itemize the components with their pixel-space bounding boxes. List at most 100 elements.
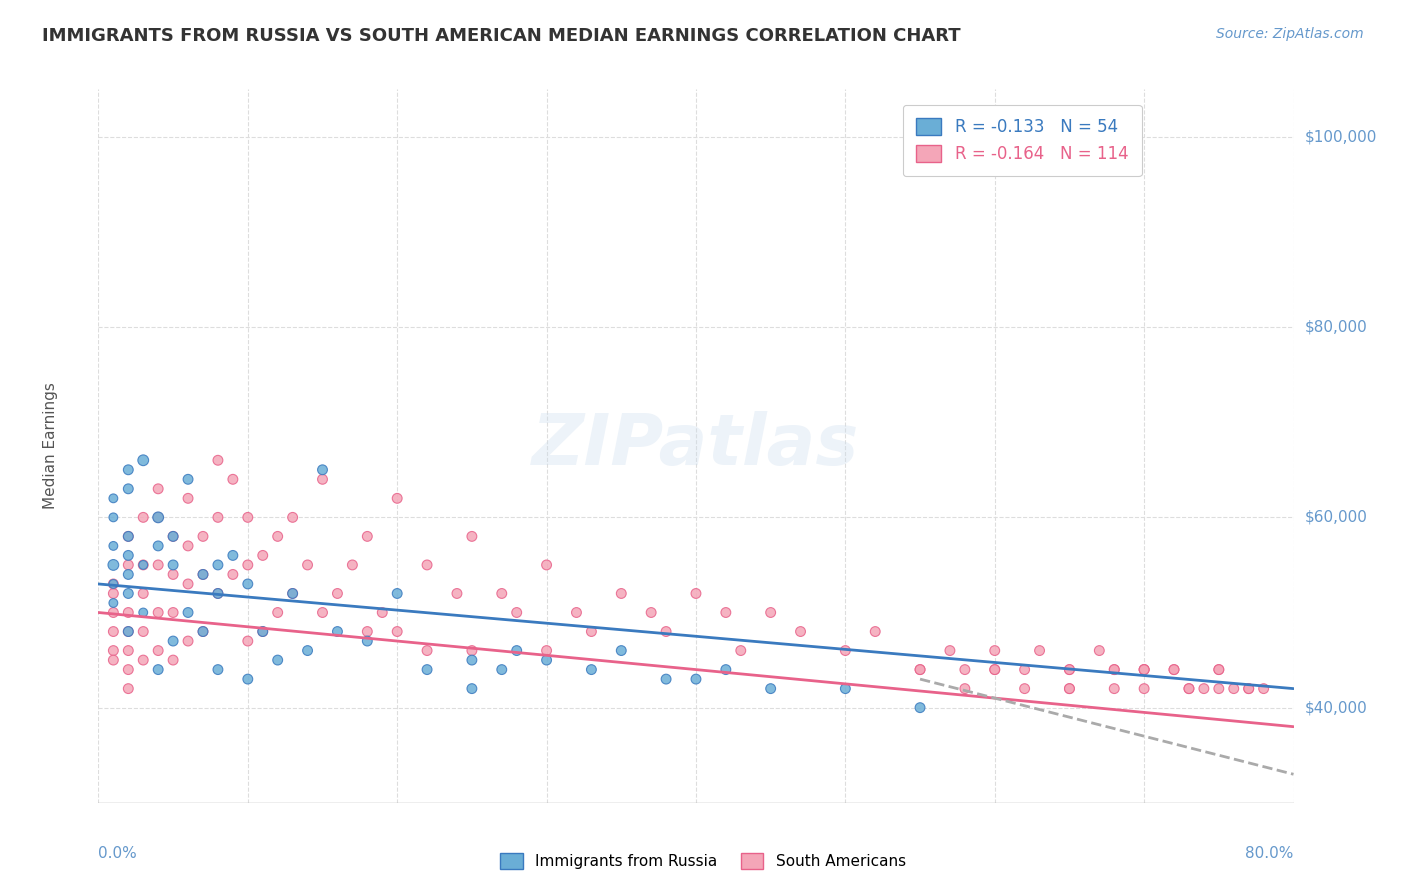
Point (117, 549, 139, 563)
Point (148, 539, 170, 553)
Point (132, 558, 155, 572)
Text: $60,000: $60,000 (1305, 510, 1368, 524)
Point (162, 567, 184, 582)
Point (1028, 643, 1050, 657)
Point (1223, 681, 1246, 696)
Point (385, 624, 409, 639)
Point (536, 558, 558, 572)
Point (984, 663, 1007, 677)
Text: IMMIGRANTS FROM RUSSIA VS SOUTH AMERICAN MEDIAN EARNINGS CORRELATION CHART: IMMIGRANTS FROM RUSSIA VS SOUTH AMERICAN… (42, 27, 960, 45)
Point (191, 624, 214, 639)
Point (267, 653, 290, 667)
Point (207, 663, 229, 677)
Text: 80.0%: 80.0% (1246, 846, 1294, 861)
Point (117, 624, 139, 639)
Point (834, 681, 856, 696)
Point (1133, 663, 1156, 677)
Point (908, 700, 931, 714)
Text: Median Earnings: Median Earnings (44, 383, 58, 509)
Point (461, 643, 484, 657)
Point (132, 453, 155, 467)
Point (162, 653, 184, 667)
Point (267, 606, 290, 620)
Point (1133, 663, 1156, 677)
Point (117, 482, 139, 496)
Point (908, 663, 931, 677)
Point (461, 653, 484, 667)
Point (506, 643, 529, 657)
Point (162, 606, 184, 620)
Point (446, 586, 468, 600)
Point (610, 643, 633, 657)
Point (117, 558, 139, 572)
Point (297, 643, 319, 657)
Point (1059, 681, 1081, 696)
Point (191, 567, 214, 582)
Point (177, 577, 200, 591)
Point (148, 643, 170, 657)
Point (207, 510, 229, 524)
Point (222, 549, 245, 563)
Point (610, 586, 633, 600)
Point (1104, 663, 1126, 677)
Point (1104, 681, 1126, 696)
Point (162, 529, 184, 543)
Point (132, 653, 155, 667)
Point (252, 549, 274, 563)
Point (1133, 663, 1156, 677)
Point (371, 606, 394, 620)
Point (640, 606, 662, 620)
Point (655, 624, 678, 639)
Point (148, 606, 170, 620)
Point (132, 624, 155, 639)
Legend: Immigrants from Russia, South Americans: Immigrants from Russia, South Americans (494, 847, 912, 875)
Point (132, 586, 155, 600)
Point (281, 586, 304, 600)
Point (506, 606, 529, 620)
Point (1178, 681, 1201, 696)
Point (1192, 681, 1215, 696)
Point (236, 672, 259, 686)
Point (416, 663, 439, 677)
Point (1088, 643, 1111, 657)
Point (191, 624, 214, 639)
Text: 0.0%: 0.0% (98, 846, 138, 861)
Point (132, 606, 155, 620)
Point (1208, 663, 1230, 677)
Point (416, 558, 439, 572)
Point (1253, 681, 1275, 696)
Point (356, 634, 378, 648)
Point (177, 634, 200, 648)
Point (236, 558, 259, 572)
Point (267, 529, 290, 543)
Point (939, 643, 962, 657)
Point (117, 663, 139, 677)
Point (297, 558, 319, 572)
Point (177, 472, 200, 486)
Point (385, 491, 409, 506)
Point (148, 482, 170, 496)
Point (103, 606, 125, 620)
Point (491, 586, 513, 600)
Point (311, 606, 333, 620)
Point (536, 653, 558, 667)
Point (222, 567, 245, 582)
Point (132, 558, 155, 572)
Point (416, 643, 439, 657)
Point (117, 643, 139, 657)
Point (1133, 681, 1156, 696)
Point (132, 510, 155, 524)
Point (162, 634, 184, 648)
Point (252, 624, 274, 639)
Point (103, 577, 125, 591)
Point (1163, 663, 1185, 677)
Point (714, 663, 737, 677)
Point (148, 663, 170, 677)
Point (236, 634, 259, 648)
Point (252, 624, 274, 639)
Point (103, 624, 125, 639)
Point (685, 672, 707, 686)
Point (103, 539, 125, 553)
Point (117, 681, 139, 696)
Point (789, 624, 811, 639)
